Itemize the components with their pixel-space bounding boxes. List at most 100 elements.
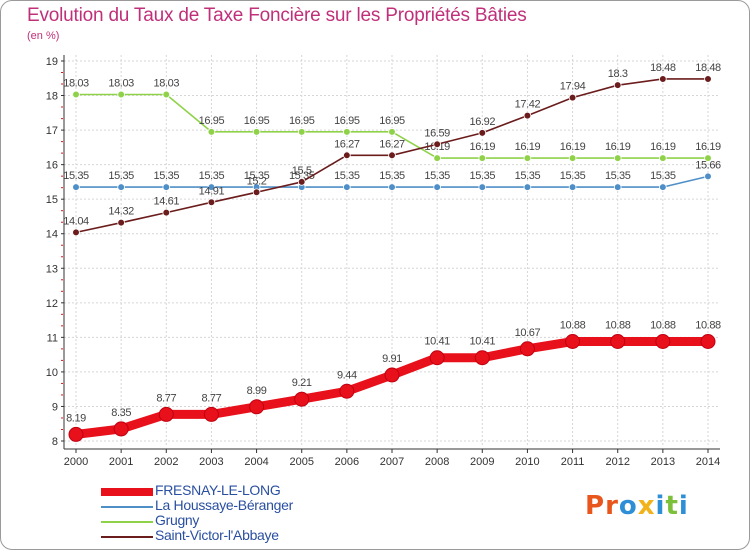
data-point (659, 154, 667, 162)
data-point (339, 383, 355, 399)
data-point (343, 151, 351, 160)
y-tick-label: 9 (52, 401, 58, 413)
data-label: 16.19 (515, 141, 541, 153)
data-point (704, 75, 712, 83)
data-label: 10.67 (515, 327, 541, 339)
data-label: 9.91 (382, 353, 402, 365)
data-label: 8.19 (66, 412, 86, 424)
x-tick-label: 2005 (289, 456, 313, 468)
data-point (113, 421, 129, 437)
x-tick-labels: 2000 2001 2002 2003 2004 2005 2006 2007 2008 2009… (64, 449, 720, 468)
logo-letter: i (678, 491, 689, 521)
x-tick-label: 2011 (561, 456, 585, 468)
data-point (388, 128, 396, 136)
y-tick-label: 15 (46, 194, 58, 206)
logo-letter: r (605, 491, 619, 521)
legend-label: Grugny (155, 512, 200, 528)
data-label: 15.5 (292, 165, 312, 177)
data-point (655, 334, 671, 350)
logo-letter: x (637, 491, 656, 521)
data-point (568, 93, 577, 102)
data-point (162, 183, 171, 191)
data-label: 15.35 (154, 170, 180, 182)
data-point (68, 426, 84, 442)
data-point (252, 128, 261, 136)
data-point (162, 90, 171, 99)
y-tick-label: 14 (46, 229, 58, 241)
y-tick-label: 12 (46, 298, 58, 310)
x-tick-label: 2009 (470, 456, 494, 468)
x-tick-label: 2008 (425, 456, 449, 468)
data-label: 14.91 (199, 185, 225, 197)
x-tick-label: 2000 (64, 456, 88, 468)
data-point (523, 183, 532, 191)
y-tick-label: 18 (46, 91, 58, 103)
data-label: 15.66 (695, 159, 721, 171)
data-point (72, 90, 80, 99)
data-label: 16.95 (199, 115, 225, 127)
data-label: 8.99 (247, 385, 267, 397)
data-label: 9.44 (337, 369, 357, 381)
data-label: 15.35 (199, 170, 225, 182)
data-label: 15.35 (244, 170, 270, 182)
legend-swatch (101, 536, 153, 538)
data-label: 18.3 (608, 68, 628, 80)
data-label: 15.35 (470, 170, 496, 182)
data-point (294, 391, 310, 407)
x-tick-label: 2003 (199, 456, 223, 468)
data-label: 16.95 (334, 115, 360, 127)
data-label: 18.48 (650, 62, 676, 74)
data-point (117, 90, 125, 99)
data-point (252, 188, 261, 197)
data-label: 16.19 (605, 141, 631, 153)
data-point (659, 75, 667, 83)
y-tick-label: 16 (46, 160, 58, 172)
data-label: 16.95 (289, 115, 315, 127)
data-point (478, 129, 487, 137)
data-point (249, 399, 265, 415)
data-label: 18.03 (63, 78, 89, 90)
series-fresnay-le-long: 8.19 8.35 8.77 8.77 8.99 9.21 9.44 9.91 10.41 10.… (66, 320, 721, 442)
legend-swatch (101, 488, 153, 496)
proxiti-logo: Proxiti (585, 491, 689, 521)
data-label: 16.27 (334, 138, 360, 150)
data-point (207, 198, 216, 207)
data-point (388, 183, 396, 191)
logo-letter: P (585, 491, 606, 521)
data-point (613, 183, 622, 191)
data-label: 14.61 (154, 196, 180, 208)
y-tick-label: 8 (52, 436, 58, 448)
data-point (72, 228, 80, 237)
legend-swatch (101, 521, 153, 523)
y-tick-label: 17 (46, 125, 58, 137)
data-label: 15.35 (289, 170, 315, 182)
data-point (704, 172, 712, 181)
data-label: 10.88 (560, 320, 586, 332)
data-label: 10.41 (470, 336, 496, 348)
data-label: 15.35 (379, 170, 405, 182)
data-label: 14.32 (108, 206, 134, 218)
data-point (162, 208, 171, 217)
data-label: 18.03 (108, 78, 134, 90)
x-tick-label: 2002 (154, 456, 178, 468)
legend-label: FRESNAY-LE-LONG (155, 482, 281, 498)
data-point (158, 406, 174, 422)
data-point (568, 154, 577, 162)
data-point (343, 183, 351, 191)
data-label: 18.03 (154, 78, 180, 90)
data-label: 15.35 (560, 170, 586, 182)
data-point (388, 151, 396, 160)
data-label: 15.35 (424, 170, 450, 182)
x-tick-label: 2006 (335, 456, 359, 468)
data-label: 16.19 (650, 141, 676, 153)
x-tick-label: 2010 (515, 456, 539, 468)
data-label: 16.19 (560, 141, 586, 153)
data-label: 17.42 (515, 99, 541, 111)
data-label: 15.35 (605, 170, 631, 182)
series-la-houssaye-b-ranger: 15.35 15.35 15.35 15.35 15.35 15.35 15.35 15.35… (63, 159, 721, 191)
data-point (700, 334, 716, 350)
data-point (610, 334, 626, 350)
data-label: 15.35 (650, 170, 676, 182)
